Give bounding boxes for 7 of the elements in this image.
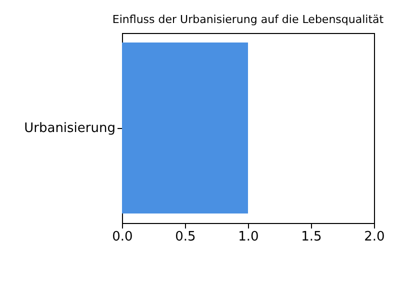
x-tick-label: 0.0 — [112, 230, 133, 244]
x-tick-label: 1.0 — [238, 230, 259, 244]
y-tick-label: Urbanisierung — [24, 121, 116, 136]
x-tick-label: 0.5 — [175, 230, 196, 244]
x-tick-label: 1.5 — [301, 230, 322, 244]
x-tick-label: 2.0 — [364, 230, 385, 244]
chart-title: Einfluss der Urbanisierung auf die Lebensqualität — [112, 13, 384, 26]
